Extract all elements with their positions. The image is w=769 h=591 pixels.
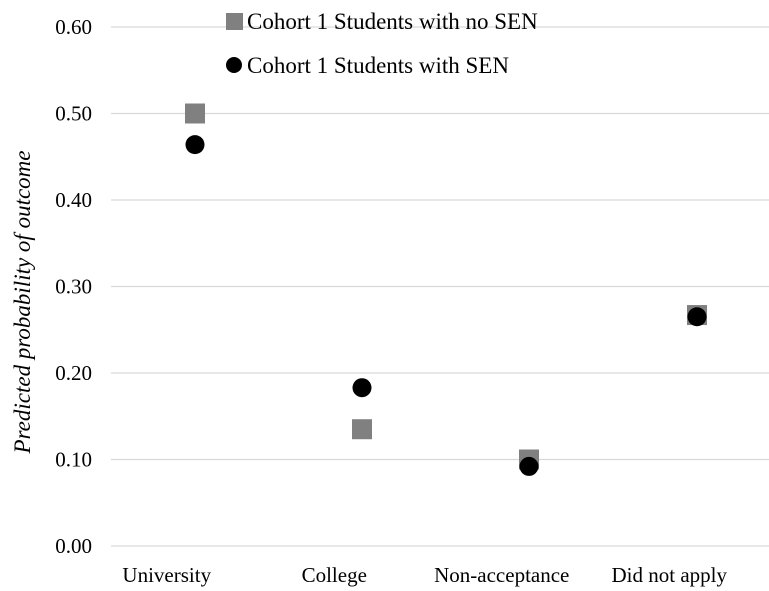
legend-label: Cohort 1 Students with no SEN — [247, 9, 538, 34]
data-point-no-sen — [352, 419, 372, 440]
y-tick-label: 0.40 — [55, 188, 92, 212]
data-point-sen — [687, 307, 707, 327]
y-tick-label: 0.20 — [55, 361, 92, 385]
legend-label: Cohort 1 Students with SEN — [247, 53, 509, 78]
data-points — [185, 103, 707, 476]
y-axis-label: Predicted probability of outcome — [10, 151, 35, 455]
x-tick-label: College — [302, 563, 367, 587]
y-tick-label: 0.10 — [55, 448, 92, 472]
y-axis-ticks: 0.00 0.10 0.20 0.30 0.40 0.50 0.60 — [55, 15, 92, 558]
data-point-sen — [519, 456, 539, 476]
data-point-no-sen — [185, 103, 205, 124]
legend: Cohort 1 Students with no SEN Cohort 1 St… — [226, 9, 538, 78]
y-tick-label: 0.60 — [55, 15, 92, 39]
x-axis-ticks: University College Non-acceptance Did not a… — [122, 563, 727, 587]
legend-square-icon — [226, 13, 243, 30]
y-tick-label: 0.30 — [55, 275, 92, 299]
x-tick-label: Non-acceptance — [434, 563, 569, 587]
data-point-sen — [185, 135, 205, 155]
gridlines — [111, 26, 769, 547]
y-tick-label: 0.00 — [55, 534, 92, 558]
x-tick-label: Did not apply — [612, 563, 728, 587]
y-tick-label: 0.50 — [55, 102, 92, 126]
legend-circle-icon — [226, 57, 242, 73]
x-tick-label: University — [122, 563, 211, 587]
data-point-sen — [352, 378, 372, 398]
